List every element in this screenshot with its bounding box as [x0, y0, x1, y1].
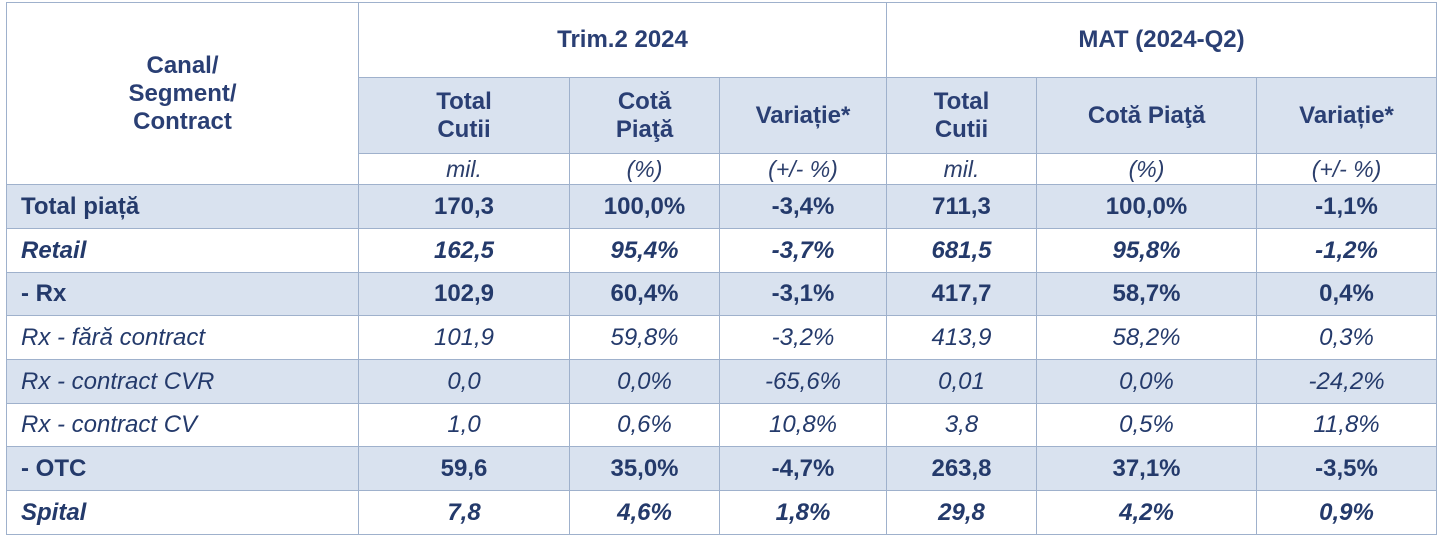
cell: 58,7% — [1036, 272, 1257, 316]
cell: 4,6% — [569, 490, 720, 535]
cell: -65,6% — [719, 359, 887, 404]
cell: 101,9 — [358, 315, 570, 360]
cell: 0,4% — [1255, 272, 1438, 316]
cell: -3,2% — [719, 315, 887, 360]
row-label: Rx - contract CV — [6, 403, 359, 447]
group-header-mat: MAT (2024-Q2) — [885, 2, 1438, 78]
cell: 162,5 — [358, 228, 570, 273]
table-row: Retail 162,5 95,4% -3,7% 681,5 95,8% -1,… — [6, 228, 1438, 273]
cell: 10,8% — [719, 403, 887, 447]
cell: 0,5% — [1036, 403, 1257, 447]
cell: -1,2% — [1255, 228, 1438, 273]
cell: 0,3% — [1255, 315, 1438, 360]
col-header: Cotă Piaţă — [569, 77, 720, 154]
row-label: Rx - fără contract — [6, 315, 359, 360]
col-header: Variație* — [719, 77, 887, 154]
col-header: Cotă Piaţă — [1036, 77, 1257, 154]
corner-label: Canal/ Segment/ Contract — [128, 51, 237, 135]
cell: 1,8% — [719, 490, 887, 535]
corner-header: Canal/ Segment/ Contract — [6, 2, 359, 185]
cell: 59,8% — [569, 315, 720, 360]
table-row: - OTC 59,6 35,0% -4,7% 263,8 37,1% -3,5% — [6, 446, 1438, 491]
table-row: Total piață 170,3 100,0% -3,4% 711,3 100… — [6, 184, 1438, 229]
unit-label: mil. — [358, 153, 570, 185]
cell: 3,8 — [886, 403, 1037, 447]
cell: 100,0% — [1036, 184, 1257, 229]
table-row: Spital 7,8 4,6% 1,8% 29,8 4,2% 0,9% — [6, 490, 1438, 535]
col-header: Total Cutii — [886, 77, 1037, 154]
cell: 0,0 — [358, 359, 570, 404]
unit-label: (%) — [569, 153, 720, 185]
cell: 100,0% — [569, 184, 720, 229]
col-header: Total Cutii — [358, 77, 570, 154]
cell: 4,2% — [1036, 490, 1257, 535]
row-label: Retail — [6, 228, 359, 273]
cell: 413,9 — [886, 315, 1037, 360]
cell: 0,0% — [1036, 359, 1257, 404]
cell: 170,3 — [358, 184, 570, 229]
cell: 60,4% — [569, 272, 720, 316]
unit-label: (+/- %) — [1255, 153, 1438, 185]
unit-label: mil. — [886, 153, 1037, 185]
cell: 11,8% — [1255, 403, 1438, 447]
market-table: Canal/ Segment/ Contract Trim.2 2024 MAT… — [6, 2, 1438, 535]
cell: 59,6 — [358, 446, 570, 491]
unit-label: (+/- %) — [719, 153, 887, 185]
row-label: Spital — [6, 490, 359, 535]
cell: 711,3 — [886, 184, 1037, 229]
cell: 0,01 — [886, 359, 1037, 404]
cell: 35,0% — [569, 446, 720, 491]
cell: 1,0 — [358, 403, 570, 447]
row-label: Rx - contract CVR — [6, 359, 359, 404]
cell: 0,9% — [1255, 490, 1438, 535]
unit-label: (%) — [1036, 153, 1257, 185]
table-row: Rx - fără contract 101,9 59,8% -3,2% 413… — [6, 315, 1438, 360]
cell: 102,9 — [358, 272, 570, 316]
cell: -3,4% — [719, 184, 887, 229]
cell: -3,1% — [719, 272, 887, 316]
cell: -3,5% — [1255, 446, 1438, 491]
cell: -24,2% — [1255, 359, 1438, 404]
row-label: - Rx — [6, 272, 359, 316]
cell: 7,8 — [358, 490, 570, 535]
cell: 681,5 — [886, 228, 1037, 273]
cell: 263,8 — [886, 446, 1037, 491]
cell: 0,6% — [569, 403, 720, 447]
row-label: Total piață — [6, 184, 359, 229]
col-header: Variație* — [1255, 77, 1438, 154]
cell: -4,7% — [719, 446, 887, 491]
cell: -3,7% — [719, 228, 887, 273]
table-row: Rx - contract CV 1,0 0,6% 10,8% 3,8 0,5%… — [6, 403, 1438, 447]
row-label: - OTC — [6, 446, 359, 491]
cell: 29,8 — [886, 490, 1037, 535]
cell: 0,0% — [569, 359, 720, 404]
cell: 95,4% — [569, 228, 720, 273]
cell: 37,1% — [1036, 446, 1257, 491]
table-row: - Rx 102,9 60,4% -3,1% 417,7 58,7% 0,4% — [6, 272, 1438, 316]
table-row: Rx - contract CVR 0,0 0,0% -65,6% 0,01 0… — [6, 359, 1438, 404]
cell: -1,1% — [1255, 184, 1438, 229]
cell: 417,7 — [886, 272, 1037, 316]
group-header-trim: Trim.2 2024 — [358, 2, 887, 78]
cell: 58,2% — [1036, 315, 1257, 360]
cell: 95,8% — [1036, 228, 1257, 273]
